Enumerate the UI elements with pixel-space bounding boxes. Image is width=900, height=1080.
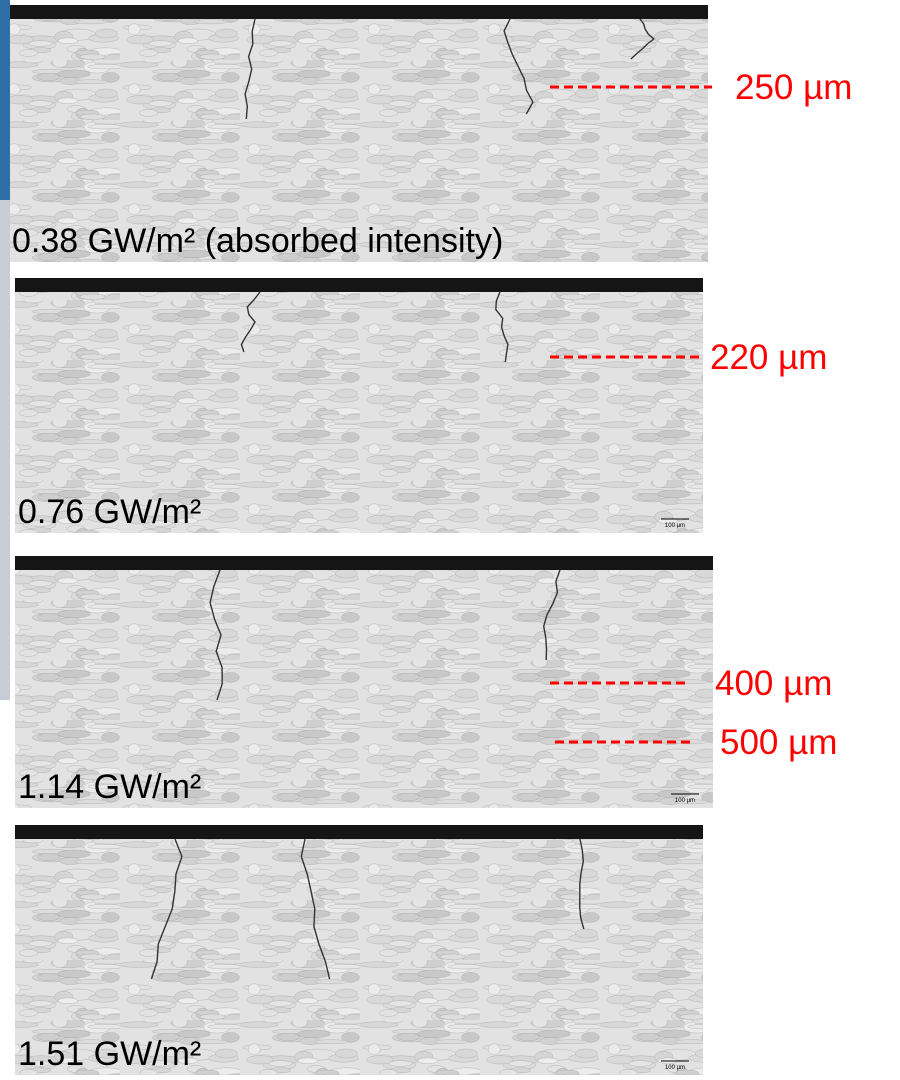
intensity-label: 1.14 GW/m² [18,768,201,806]
intensity-label: 1.51 GW/m² [18,1035,201,1073]
micrograph: 0.38 GW/m² (absorbed intensity) [10,5,708,262]
crack [240,291,261,353]
surface-layer [15,825,703,839]
depth-label: 400 µm [715,664,832,703]
crack [150,838,183,980]
intensity-label: 0.38 GW/m² (absorbed intensity) [12,222,503,260]
depth-label: 250 µm [735,68,852,107]
crack [209,569,223,701]
micrograph: 100 µm 1.51 GW/m² [15,825,703,1075]
side-strip-gray [0,200,10,700]
surface-layer [15,278,703,292]
crack [244,18,256,120]
depth-label: 220 µm [710,338,827,377]
surface-layer [10,5,708,19]
crack [503,18,534,115]
depth-label: 500 µm [720,723,837,762]
micrograph-image [15,825,703,1075]
scale-label: 100 µm [675,798,695,804]
crack [578,838,585,930]
side-strip-blue [0,0,10,200]
crack [542,569,561,661]
intensity-label: 0.76 GW/m² [18,493,201,531]
scale-label: 100 µm [665,523,685,529]
micrograph-image [15,278,703,533]
crack [630,18,655,60]
crack [495,291,509,363]
micrograph-image [10,5,708,262]
scale-label: 100 µm [665,1065,685,1071]
surface-layer [15,556,713,570]
crack [300,838,331,980]
micrograph: 100 µm 0.76 GW/m² [15,278,703,533]
